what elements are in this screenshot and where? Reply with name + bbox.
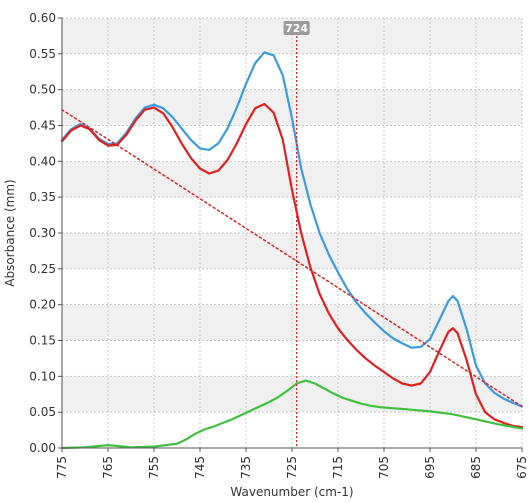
x-axis-title: Wavenumber (cm-1): [230, 485, 353, 499]
y-tick-label: 0.30: [29, 226, 56, 240]
x-tick-label: 735: [239, 456, 253, 479]
x-tick-label: 715: [331, 456, 345, 479]
series-line-2: [60, 102, 524, 429]
y-tick-label: 0.45: [29, 119, 56, 133]
series-line-1: [60, 51, 524, 408]
y-tick-label: 0.60: [29, 11, 56, 25]
x-tick-label: 755: [147, 456, 161, 479]
baseline-series-line: [61, 108, 523, 408]
series-layer: [60, 51, 524, 450]
cursor-layer[interactable]: 724: [283, 21, 310, 448]
x-tick-label: 775: [55, 456, 69, 479]
x-tick-label: 675: [515, 456, 529, 479]
y-tick-label: 0.20: [29, 298, 56, 312]
x-tick-label: 695: [423, 456, 437, 479]
x-tick-label: 725: [285, 456, 299, 479]
x-tick-label: 745: [193, 456, 207, 479]
axis-layer: 0.00 0.05 0.10 0.15 0.20 0.25 0.30 0.35 0.40 0.45…: [29, 11, 529, 479]
y-tick-label: 0.10: [29, 369, 56, 383]
y-tick-label: 0.15: [29, 334, 56, 348]
series-line-3: [60, 379, 524, 450]
y-tick-label: 0.25: [29, 262, 56, 276]
cursor-label-box: [283, 21, 310, 35]
grid-layer: [61, 17, 523, 449]
y-tick-label: 0.50: [29, 83, 56, 97]
y-tick-label: 0.05: [29, 405, 56, 419]
y-tick-label: 0.40: [29, 154, 56, 168]
x-tick-label: 705: [377, 456, 391, 479]
y-tick-label: 0.55: [29, 47, 56, 61]
y-axis-title: Absorbance (mm): [3, 179, 17, 286]
x-tick-label: 685: [469, 456, 483, 479]
y-tick-label: 0.00: [29, 441, 56, 455]
cursor-label: 724: [285, 22, 308, 35]
x-tick-label: 765: [101, 456, 115, 479]
y-tick-label: 0.35: [29, 190, 56, 204]
